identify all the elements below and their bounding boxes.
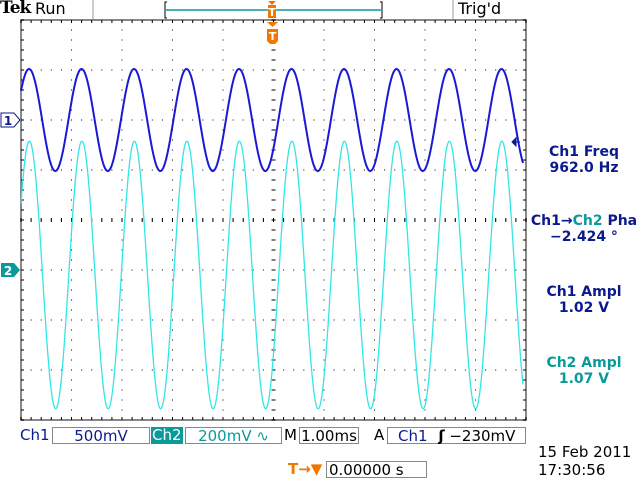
ch1-ground-marker: 1 xyxy=(0,112,21,128)
ch1-waveform xyxy=(20,67,524,172)
trigger-mode: A xyxy=(374,426,385,444)
ch2-scale[interactable]: 200mV ∿ xyxy=(185,427,282,444)
measurement-label: Ch1 Ampl xyxy=(546,284,622,300)
measurement-value: 962.0 Hz xyxy=(549,160,619,176)
measurement-value: 1.02 V xyxy=(558,300,610,316)
trigger-source: Ch1 xyxy=(398,427,428,445)
measurement-label: Ch2 Ampl xyxy=(546,355,622,371)
ch2-ground-marker: 2 xyxy=(1,263,20,278)
trigger-state: Trig'd xyxy=(458,0,502,18)
measurement-ch1-ampl: Ch1 Ampl 1.02 V xyxy=(528,284,640,316)
measurement-ch1-freq: Ch1 Freq 962.0 Hz xyxy=(528,144,640,176)
ch2-label[interactable]: Ch2 xyxy=(151,426,183,444)
acquisition-state: Run xyxy=(35,0,66,18)
timebase-scale[interactable]: 1.00ms xyxy=(299,427,359,444)
measurement-value: −2.424 ° xyxy=(550,229,618,245)
trigger-level: −230mV xyxy=(449,427,516,445)
ch1-scale[interactable]: 500mV xyxy=(52,427,150,444)
trigger-position-icon: T→▼ xyxy=(288,460,323,478)
time: 17:30:56 xyxy=(538,461,606,479)
svg-text:T: T xyxy=(268,6,276,19)
measurement-ch2-ampl: Ch2 Ampl 1.07 V xyxy=(528,355,640,387)
trigger-position-value[interactable]: 0.00000 s xyxy=(326,461,427,478)
svg-text:T: T xyxy=(269,30,277,43)
trigger-marker: T xyxy=(267,22,278,44)
rising-edge-icon: ʃ xyxy=(438,427,445,445)
ch1-label[interactable]: Ch1 xyxy=(20,426,50,444)
measurement-label: Ch1 Freq xyxy=(549,144,619,160)
measurement-label: Ch1→Ch2 Pha xyxy=(530,213,638,229)
trigger-position-bar: T xyxy=(164,1,383,19)
ch2-waveform xyxy=(20,140,524,410)
measurement-phase: Ch1→Ch2 Pha −2.424 ° xyxy=(528,213,640,245)
svg-text:2: 2 xyxy=(4,264,12,278)
svg-text:1: 1 xyxy=(4,114,12,128)
brand-logo: Tek xyxy=(0,0,31,18)
ch1-measurement-marker xyxy=(511,136,520,148)
trigger-settings[interactable]: Ch1 ʃ −230mV xyxy=(387,427,526,444)
timebase-label: M xyxy=(284,426,297,444)
graticule xyxy=(20,19,527,421)
date: 15 Feb 2011 xyxy=(538,443,632,461)
measurement-value: 1.07 V xyxy=(558,371,610,387)
